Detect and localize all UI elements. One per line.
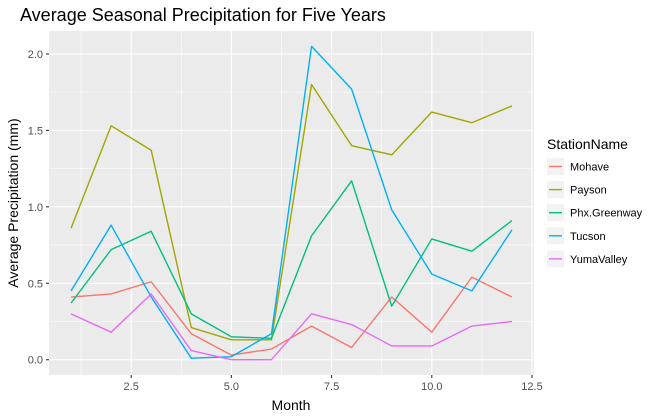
x-tick-label: 5.0 — [224, 381, 239, 393]
series-line-yumavalley — [70, 293, 513, 361]
legend-label-payson: Payson — [570, 185, 607, 197]
y-tick-label: 0.5 — [28, 278, 43, 290]
chart-title: Average Seasonal Precipitation for Five … — [20, 5, 386, 25]
x-axis-title: Month — [272, 397, 311, 413]
legend-label-phx-greenway: Phx.Greenway — [570, 208, 643, 220]
y-axis-title: Average Precipitation (mm) — [5, 118, 21, 287]
x-tick-label: 10.0 — [421, 381, 442, 393]
y-tick-label: 1.5 — [28, 125, 43, 137]
legend-items: Mohave Payson Phx.Greenway Tucson YumaValley — [547, 158, 643, 268]
y-tick-label: 0.0 — [28, 355, 43, 367]
legend-title: StationName — [547, 136, 628, 152]
legend-label-mohave: Mohave — [570, 162, 609, 174]
x-axis: 2.5 5.0 7.5 10.0 12.5 — [124, 375, 543, 393]
x-tick-label: 12.5 — [521, 381, 542, 393]
legend-label-tucson: Tucson — [570, 231, 606, 243]
y-axis: 0.0 0.5 1.0 1.5 2.0 — [28, 49, 49, 367]
series-line-tucson — [70, 45, 513, 359]
y-tick-label: 2.0 — [28, 49, 43, 61]
legend: StationName Mohave Payson Phx.Greenway Tucs… — [547, 136, 643, 268]
series-lines — [70, 45, 513, 361]
x-tick-label: 7.5 — [324, 381, 339, 393]
series-line-payson — [70, 83, 513, 341]
series-line-phx-greenway — [70, 180, 513, 340]
plot-panel — [49, 31, 534, 375]
minor-gridlines — [49, 31, 534, 375]
legend-label-yumavalley: YumaValley — [570, 254, 628, 266]
major-gridlines — [49, 31, 534, 375]
x-tick-label: 2.5 — [124, 381, 139, 393]
y-tick-label: 1.0 — [28, 202, 43, 214]
